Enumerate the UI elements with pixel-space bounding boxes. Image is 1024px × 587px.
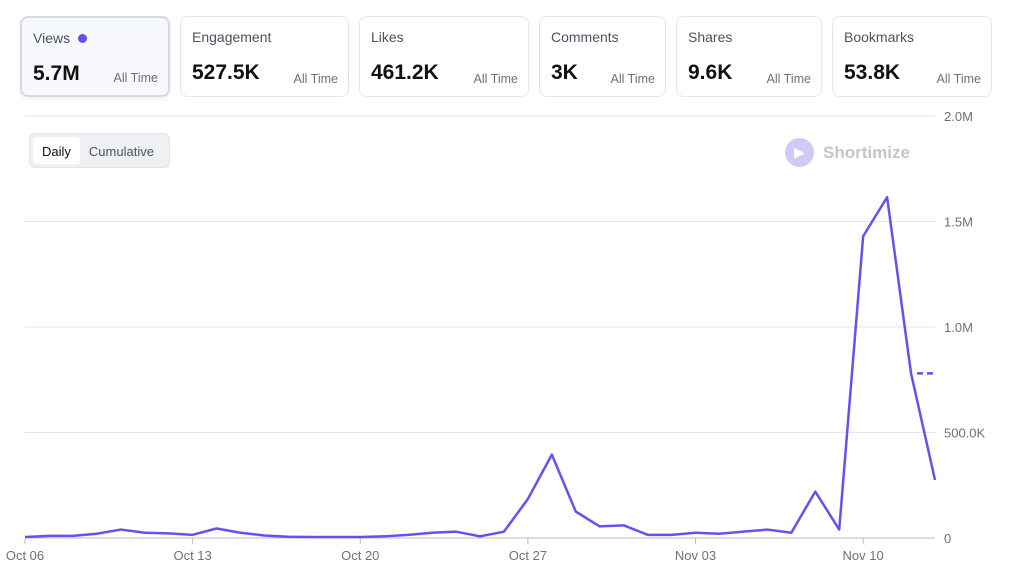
metric-card-views[interactable]: Views 5.7M All Time [20, 16, 170, 97]
y-tick-label: 0 [944, 531, 951, 546]
x-tick-label: Oct 27 [509, 548, 547, 563]
metric-label: Engagement [192, 29, 272, 45]
metric-value: 5.7M [33, 62, 80, 85]
metric-period: All Time [113, 71, 158, 85]
metric-label: Comments [551, 29, 619, 45]
y-tick-label: 1.5M [944, 215, 973, 230]
x-tick-label: Oct 13 [173, 548, 211, 563]
x-tick-label: Oct 06 [6, 548, 44, 563]
metric-label: Likes [371, 29, 404, 45]
metric-card-engagement[interactable]: Engagement 527.5K All Time [180, 16, 349, 97]
view-mode-toggle: Daily Cumulative [29, 133, 170, 168]
metric-value: 527.5K [192, 61, 260, 84]
metric-card-comments[interactable]: Comments 3K All Time [539, 16, 666, 97]
metric-label: Bookmarks [844, 29, 915, 45]
brand-watermark: ▶ Shortimize [785, 138, 910, 167]
metric-value: 3K [551, 61, 578, 84]
y-tick-label: 1.0M [944, 320, 973, 335]
y-tick-label: 500.0K [944, 426, 986, 441]
metric-period: All Time [293, 72, 338, 86]
metric-label: Shares [688, 29, 733, 45]
metric-card-likes[interactable]: Likes 461.2K All Time [359, 16, 529, 97]
selected-dot-icon [78, 33, 88, 43]
y-tick-label: 2.0M [944, 109, 973, 124]
x-tick-label: Nov 03 [675, 548, 716, 563]
metric-period: All Time [473, 72, 518, 86]
metric-period: All Time [610, 72, 655, 86]
daily-tab[interactable]: Daily [33, 137, 80, 164]
metric-value: 461.2K [371, 61, 439, 84]
metric-period: All Time [766, 72, 811, 86]
metric-value: 53.8K [844, 61, 901, 84]
metric-card-bookmarks[interactable]: Bookmarks 53.8K All Time [832, 16, 992, 97]
views-series-line [24, 195, 937, 539]
metric-period: All Time [936, 72, 981, 86]
x-tick-label: Nov 10 [843, 548, 884, 563]
metric-value: 9.6K [688, 61, 733, 84]
metric-card-shares[interactable]: Shares 9.6K All Time [676, 16, 822, 97]
metric-label: Views [33, 30, 71, 46]
x-tick-label: Oct 20 [341, 548, 379, 563]
brand-name: Shortimize [823, 142, 910, 162]
shortimize-logo-icon: ▶ [785, 138, 814, 167]
cumulative-tab[interactable]: Cumulative [88, 144, 154, 159]
